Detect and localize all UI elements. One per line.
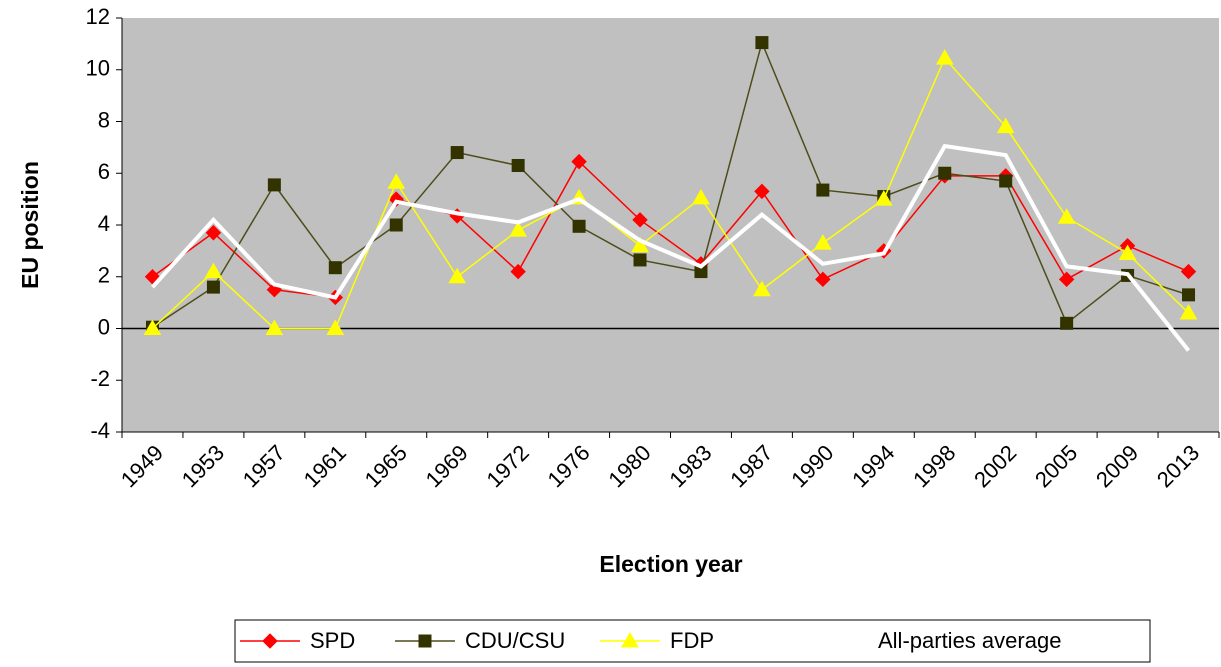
y-tick-label: 4: [98, 211, 110, 236]
marker: [511, 158, 525, 172]
marker: [1060, 316, 1074, 330]
series-line: [152, 40, 1189, 328]
marker: [999, 174, 1013, 188]
marker: [621, 631, 639, 648]
x-tick-label: 1998: [908, 440, 960, 492]
legend-label: FDP: [670, 628, 714, 653]
marker: [1180, 263, 1197, 280]
marker: [572, 219, 586, 233]
series-line: [151, 56, 1190, 330]
marker: [450, 146, 464, 160]
marker: [328, 261, 342, 275]
marker: [754, 183, 770, 200]
y-tick-label: 12: [86, 4, 110, 29]
marker: [143, 319, 162, 335]
legend-box: [234, 619, 1151, 663]
marker: [326, 319, 345, 335]
marker: [387, 173, 406, 189]
y-tick-label: -2: [90, 366, 110, 391]
marker: [1058, 271, 1075, 288]
marker: [509, 221, 528, 237]
x-axis-title: Election year: [599, 551, 742, 577]
x-tick-label: 1990: [786, 440, 838, 492]
marker: [815, 271, 831, 288]
series-line: [150, 143, 1191, 352]
marker: [755, 36, 769, 50]
marker: [631, 236, 649, 253]
marker: [874, 190, 893, 206]
x-tick-label: 1957: [238, 440, 290, 492]
marker: [935, 49, 954, 65]
marker: [571, 153, 587, 170]
x-tick-label: 2005: [1030, 440, 1082, 492]
marker: [813, 234, 832, 250]
y-tick-label: 6: [98, 159, 110, 184]
y-tick-label: 2: [98, 263, 110, 288]
x-tick-label: 1980: [603, 440, 655, 492]
x-tick-label: 1983: [664, 440, 716, 492]
x-tick-label: 1976: [542, 440, 594, 492]
x-tick-label: 1987: [725, 440, 777, 492]
x-tick-label: 2013: [1152, 440, 1204, 492]
marker: [692, 188, 710, 205]
legend-label: All-parties average: [878, 628, 1061, 653]
x-tick-label: 1965: [360, 440, 412, 492]
marker: [816, 183, 830, 197]
marker: [632, 212, 648, 228]
marker: [267, 178, 281, 192]
marker: [938, 166, 952, 180]
marker: [1118, 244, 1137, 260]
x-tick-label: 2009: [1091, 440, 1143, 492]
marker: [1179, 303, 1198, 320]
marker: [144, 269, 161, 285]
x-tick-label: 1961: [299, 440, 351, 492]
y-axis-title: EU position: [17, 161, 43, 289]
marker: [389, 218, 403, 232]
marker: [204, 262, 223, 279]
x-tick-label: 1972: [481, 440, 533, 492]
x-tick-label: 1994: [847, 440, 899, 492]
marker: [753, 280, 771, 297]
marker: [996, 117, 1015, 134]
marker: [205, 225, 222, 241]
marker: [206, 280, 220, 294]
marker: [1057, 208, 1076, 224]
y-tick-label: -4: [90, 418, 110, 443]
x-tick-label: 1969: [421, 440, 473, 492]
marker: [1182, 288, 1196, 302]
legend-label: CDU/CSU: [465, 628, 565, 653]
x-tick-label: 1949: [116, 440, 168, 492]
plot-area: [122, 18, 1219, 432]
marker: [633, 253, 647, 267]
marker: [265, 319, 284, 335]
marker: [510, 263, 526, 280]
y-tick-label: 10: [86, 56, 110, 81]
marker: [448, 267, 467, 284]
legend-label: SPD: [310, 628, 355, 653]
y-tick-label: 0: [98, 314, 110, 339]
marker: [262, 633, 278, 649]
marker: [418, 634, 432, 648]
y-tick-label: 8: [98, 107, 110, 132]
x-tick-label: 1953: [177, 440, 229, 492]
x-tick-label: 2002: [969, 440, 1021, 492]
